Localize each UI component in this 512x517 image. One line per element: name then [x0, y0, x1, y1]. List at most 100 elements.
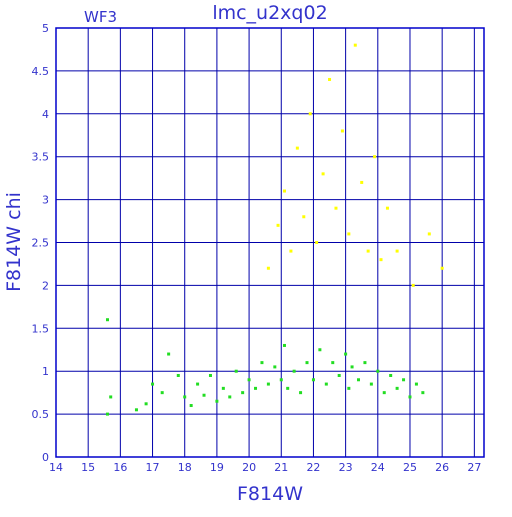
- data-point: [299, 391, 303, 395]
- data-point: [408, 395, 412, 399]
- x-tick-label: 22: [306, 461, 320, 474]
- data-point: [340, 129, 344, 133]
- data-point: [350, 365, 354, 369]
- data-point: [215, 399, 219, 403]
- data-point: [273, 365, 277, 369]
- data-point: [160, 391, 164, 395]
- data-point: [282, 189, 286, 193]
- data-point: [318, 348, 322, 352]
- data-point: [196, 382, 200, 386]
- data-point: [331, 361, 335, 365]
- x-axis-label: F814W: [237, 483, 303, 505]
- y-tick-label: 4.5: [32, 65, 50, 78]
- data-point: [286, 386, 290, 390]
- chart-title: lmc_u2xq02: [212, 2, 327, 24]
- data-point: [334, 206, 338, 210]
- data-point: [369, 382, 373, 386]
- data-point: [228, 395, 232, 399]
- x-tick-label: 20: [242, 461, 256, 474]
- x-tick-label: 15: [81, 461, 95, 474]
- tick-labels: 14 15 16 17 18 19 20 21 22 23 24 25 26 27 0 0.5 1 1.5 2 2.5…: [32, 22, 482, 474]
- data-points: [105, 43, 444, 416]
- data-point: [360, 180, 364, 184]
- data-point: [292, 369, 296, 373]
- data-point: [379, 258, 383, 262]
- data-point: [208, 373, 212, 377]
- data-point: [266, 266, 270, 270]
- data-point: [302, 215, 306, 219]
- y-tick-label: 1.5: [32, 322, 50, 335]
- data-point: [440, 266, 444, 270]
- data-point: [353, 43, 357, 47]
- data-point: [189, 404, 193, 408]
- data-point: [295, 146, 299, 150]
- data-point: [241, 391, 245, 395]
- y-tick-label: 0: [42, 451, 49, 464]
- data-point: [105, 318, 109, 322]
- data-point: [105, 412, 109, 416]
- data-point: [260, 361, 264, 365]
- data-point: [234, 369, 238, 373]
- data-point: [385, 206, 389, 210]
- data-point: [134, 408, 138, 412]
- y-axis-label: F814W chi: [3, 192, 25, 292]
- x-tick-label: 14: [49, 461, 63, 474]
- data-point: [266, 382, 270, 386]
- data-point: [382, 391, 386, 395]
- x-tick-label: 17: [146, 461, 160, 474]
- data-point: [282, 343, 286, 347]
- x-tick-label: 18: [178, 461, 192, 474]
- data-point: [324, 382, 328, 386]
- data-point: [279, 378, 283, 382]
- data-point: [414, 382, 418, 386]
- data-point: [315, 241, 319, 244]
- data-point: [395, 386, 399, 390]
- data-point: [305, 361, 309, 365]
- y-tick-label: 4: [42, 108, 49, 121]
- data-point: [347, 232, 351, 236]
- data-point: [276, 223, 280, 227]
- data-point: [109, 395, 113, 399]
- x-tick-label: 21: [274, 461, 288, 474]
- data-point: [202, 393, 206, 397]
- data-point: [221, 386, 225, 390]
- y-tick-label: 3.5: [32, 151, 50, 164]
- data-point: [421, 391, 425, 395]
- data-point: [347, 386, 351, 390]
- y-tick-label: 2: [42, 279, 49, 292]
- x-tick-label: 24: [371, 461, 385, 474]
- data-point: [373, 155, 377, 159]
- data-point: [328, 77, 332, 81]
- data-point: [167, 352, 171, 356]
- y-tick-label: 2.5: [32, 237, 50, 250]
- data-point: [376, 369, 380, 373]
- data-point: [427, 232, 431, 236]
- x-tick-label: 26: [435, 461, 449, 474]
- data-point: [321, 172, 325, 176]
- data-point: [183, 395, 187, 399]
- grid: [55, 27, 485, 458]
- data-point: [402, 378, 406, 382]
- chart-subtitle: WF3: [84, 8, 117, 26]
- data-point: [395, 249, 399, 253]
- data-point: [176, 373, 180, 377]
- data-point: [311, 378, 315, 382]
- data-point: [254, 386, 258, 390]
- data-point: [389, 373, 393, 377]
- data-point: [356, 378, 360, 382]
- x-tick-label: 27: [467, 461, 481, 474]
- data-point: [144, 402, 148, 406]
- y-tick-label: 3: [42, 194, 49, 207]
- data-point: [344, 352, 348, 356]
- x-tick-label: 23: [339, 461, 353, 474]
- plot-frame: [55, 27, 485, 458]
- y-tick-label: 1: [42, 365, 49, 378]
- x-tick-label: 19: [210, 461, 224, 474]
- x-tick-label: 25: [403, 461, 417, 474]
- data-point: [247, 378, 251, 382]
- data-point: [151, 382, 155, 386]
- y-tick-label: 0.5: [32, 408, 50, 421]
- data-point: [289, 249, 293, 253]
